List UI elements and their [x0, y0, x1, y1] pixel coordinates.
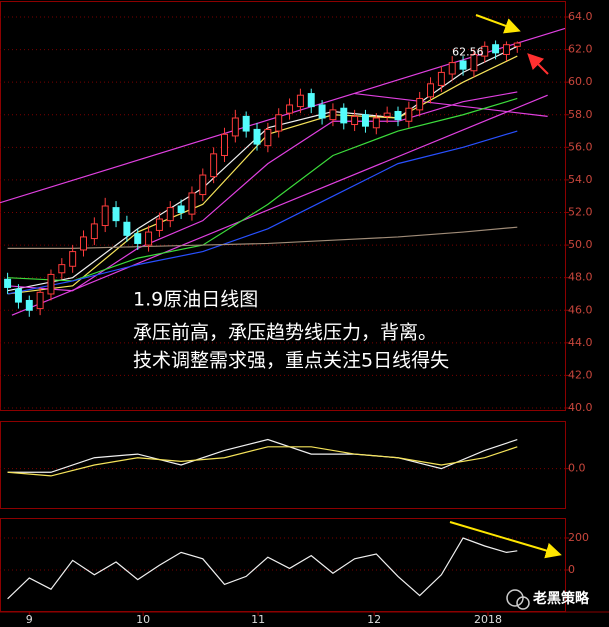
candle-body	[437, 71, 445, 86]
candle-body	[210, 153, 218, 178]
candle-body	[4, 278, 12, 288]
candle-body	[416, 97, 424, 111]
y-tick-label: 60.0	[568, 75, 593, 88]
y-tick-label: 58.0	[568, 108, 593, 121]
candle-body	[448, 62, 456, 75]
annotation: 承压前高，承压趋势线压力，背离。	[133, 322, 437, 344]
candle-body	[90, 223, 98, 240]
moving-average	[7, 130, 518, 295]
annotation-arrow	[527, 53, 549, 75]
y-tick-label: 48.0	[568, 271, 593, 284]
y-tick-label: 62.0	[568, 43, 593, 56]
candle-body	[286, 104, 294, 114]
indicator-line	[7, 537, 518, 600]
candle-body	[502, 44, 510, 55]
candle-body	[481, 45, 489, 57]
watermark-icon	[516, 596, 530, 610]
peak-label: 62.56	[452, 45, 484, 58]
x-tick-label: 12	[367, 613, 381, 626]
candle-body	[80, 236, 87, 251]
candle-body	[513, 42, 521, 47]
candle-body	[188, 192, 196, 215]
moving-average	[7, 91, 518, 292]
candle-body	[36, 291, 44, 310]
candle-body	[318, 104, 326, 119]
candle-body	[253, 128, 261, 145]
candle-body	[242, 115, 250, 132]
candle-body	[383, 112, 391, 117]
annotation-arrow	[475, 14, 521, 34]
candle-body	[394, 110, 402, 121]
candle-body	[361, 114, 369, 127]
y-tick-label: 0	[568, 563, 575, 576]
candle-body	[340, 107, 348, 124]
candle-body	[199, 174, 207, 196]
x-tick-label: 11	[251, 613, 265, 626]
candle-body	[296, 94, 304, 108]
y-tick-label: 52.0	[568, 206, 593, 219]
annotation: 技术调整需求强，重点关注5日线得失	[133, 350, 449, 372]
candle-body	[459, 60, 467, 70]
watermark-text: 老黑策略	[533, 590, 590, 607]
indicator-line	[7, 438, 518, 473]
candle-body	[427, 83, 435, 98]
y-tick-label: 64.0	[568, 10, 593, 23]
y-tick-label: 46.0	[568, 303, 593, 316]
candle-body	[220, 133, 228, 156]
y-tick-label: 44.0	[568, 336, 593, 349]
candle-body	[101, 205, 109, 227]
moving-average	[7, 226, 518, 249]
candle-body	[470, 53, 478, 72]
candle-body	[112, 207, 120, 222]
annotation: 1.9原油日线图	[133, 289, 258, 311]
candle-body	[123, 221, 131, 236]
candle-body	[155, 218, 163, 231]
candle-body	[231, 117, 239, 137]
candle-body	[492, 44, 500, 54]
trendline	[11, 94, 548, 316]
y-tick-label: 0.0	[568, 462, 586, 475]
y-tick-label: 50.0	[568, 238, 593, 251]
candle-body	[145, 231, 153, 246]
annotation-arrow	[449, 521, 562, 559]
y-tick-label: 40.0	[568, 401, 593, 414]
x-tick-label: 2018	[474, 613, 502, 626]
candle-body	[307, 93, 315, 108]
watermark-icon	[506, 589, 524, 607]
candle-body	[134, 233, 142, 244]
y-tick-label: 42.0	[568, 368, 593, 381]
candle-body	[329, 109, 337, 121]
candle-body	[47, 273, 55, 295]
panel-frame	[0, 421, 566, 509]
indicator-line	[7, 446, 518, 477]
candle-body	[58, 264, 66, 274]
y-tick-label: 54.0	[568, 173, 593, 186]
moving-average	[7, 55, 518, 295]
x-tick-label: 10	[136, 613, 150, 626]
candle-body	[69, 251, 77, 267]
candle-body	[351, 115, 359, 126]
candle-body	[275, 114, 283, 132]
candle-body	[177, 205, 185, 214]
watermark: 老黑策略	[506, 589, 590, 610]
panel-frame	[0, 1, 566, 411]
candle-body	[372, 117, 380, 129]
y-tick-label: 56.0	[568, 140, 593, 153]
candle-body	[14, 288, 22, 303]
candle-body	[264, 128, 272, 147]
candle-body	[405, 107, 413, 122]
x-tick-label: 9	[26, 613, 33, 626]
moving-average	[7, 97, 518, 282]
candle-body	[25, 299, 33, 311]
candle-body	[166, 207, 174, 222]
y-tick-label: 200	[568, 531, 589, 544]
